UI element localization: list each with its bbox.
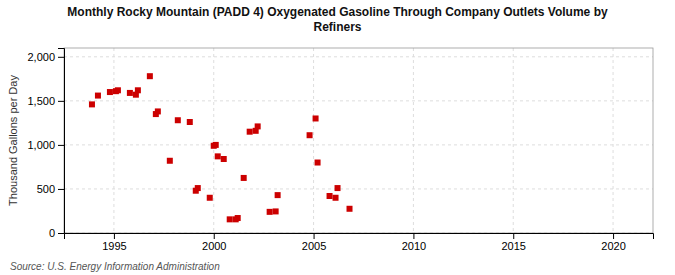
y-tick-mark bbox=[58, 189, 64, 190]
y-tick: 1,000 bbox=[27, 139, 64, 151]
y-axis: 0 500 1,000 1,500 2,000 bbox=[27, 49, 64, 240]
plot-area: 1995 2000 2005 2010 2015 2020 0 500 1,000 1,500 2,… bbox=[27, 48, 653, 252]
grid bbox=[64, 48, 653, 233]
x-grid-line bbox=[513, 48, 514, 233]
point bbox=[255, 123, 261, 129]
point bbox=[347, 206, 353, 212]
x-grid-line bbox=[613, 48, 614, 233]
point bbox=[167, 158, 173, 164]
plot-frame bbox=[64, 48, 653, 233]
y-tick-label: 500 bbox=[37, 183, 55, 195]
points bbox=[89, 73, 353, 222]
x-tick: 2005 bbox=[302, 233, 326, 252]
point bbox=[235, 215, 241, 221]
point bbox=[195, 185, 201, 191]
point bbox=[135, 87, 141, 93]
x-grid-line bbox=[113, 48, 114, 233]
x-grid-line bbox=[313, 48, 314, 233]
point bbox=[227, 216, 233, 222]
x-tick-label: 2010 bbox=[402, 240, 426, 252]
x-tick: 2010 bbox=[402, 233, 426, 252]
x-axis-line bbox=[65, 234, 654, 240]
x-tick-label: 2005 bbox=[302, 240, 326, 252]
x-tick: 2020 bbox=[601, 233, 625, 252]
x-tick-label: 2000 bbox=[202, 240, 226, 252]
x-axis: 1995 2000 2005 2010 2015 2020 bbox=[65, 233, 654, 252]
chart: 1995 2000 2005 2010 2015 2020 0 500 1,000 1,500 2,… bbox=[0, 0, 675, 275]
y-tick-mark bbox=[58, 233, 64, 234]
y-axis-line bbox=[58, 49, 65, 234]
point bbox=[307, 132, 313, 138]
point bbox=[147, 73, 153, 79]
point bbox=[155, 108, 161, 114]
y-grid-line bbox=[64, 188, 653, 189]
y-tick-mark bbox=[58, 101, 64, 102]
point bbox=[275, 192, 281, 198]
point bbox=[95, 93, 101, 99]
y-tick-label: 2,000 bbox=[27, 51, 55, 63]
point bbox=[315, 160, 321, 166]
x-tick-label: 1995 bbox=[102, 240, 126, 252]
x-tick-mark bbox=[114, 233, 115, 239]
title: Monthly Rocky Mountain (PADD 4) Oxygenat… bbox=[67, 5, 608, 34]
x-tick-mark bbox=[214, 233, 215, 239]
point bbox=[335, 185, 341, 191]
point bbox=[267, 209, 273, 215]
point bbox=[327, 193, 333, 199]
y-grid-line bbox=[64, 100, 653, 101]
point bbox=[313, 115, 319, 121]
point bbox=[273, 208, 279, 214]
source-note: Source: U.S. Energy Information Administ… bbox=[10, 261, 220, 272]
y-tick: 1,500 bbox=[27, 95, 64, 107]
point bbox=[89, 101, 95, 107]
y-grid-line bbox=[64, 144, 653, 145]
y-tick: 2,000 bbox=[27, 51, 64, 63]
point bbox=[221, 156, 227, 162]
x-grid-line bbox=[413, 48, 414, 233]
y-tick-label: 0 bbox=[49, 227, 55, 239]
point bbox=[333, 195, 339, 201]
point bbox=[115, 87, 121, 93]
x-grid-line bbox=[213, 48, 214, 233]
x-tick-mark bbox=[613, 233, 614, 239]
x-tick-mark bbox=[413, 233, 414, 239]
x-tick-label: 2015 bbox=[501, 240, 525, 252]
y-tick: 0 bbox=[49, 227, 64, 239]
point bbox=[247, 129, 253, 135]
x-tick: 1995 bbox=[102, 233, 126, 252]
x-tick-mark bbox=[314, 233, 315, 239]
point bbox=[107, 89, 113, 95]
y-tick-mark bbox=[58, 145, 64, 146]
y-grid-line bbox=[64, 56, 653, 57]
x-tick-label: 2020 bbox=[601, 240, 625, 252]
y-tick-label: 1,500 bbox=[27, 95, 55, 107]
point bbox=[127, 90, 133, 96]
y-tick-mark bbox=[58, 57, 64, 58]
point bbox=[207, 195, 213, 201]
x-tick: 2000 bbox=[202, 233, 226, 252]
point bbox=[187, 119, 193, 125]
y-tick: 500 bbox=[37, 183, 64, 195]
y-axis-title: Thousand Gallons per Day bbox=[7, 75, 19, 206]
point bbox=[215, 153, 221, 159]
x-tick: 2015 bbox=[501, 233, 525, 252]
point bbox=[175, 117, 181, 123]
y-tick-label: 1,000 bbox=[27, 139, 55, 151]
x-tick-mark bbox=[513, 233, 514, 239]
point bbox=[241, 175, 247, 181]
point bbox=[213, 142, 219, 148]
